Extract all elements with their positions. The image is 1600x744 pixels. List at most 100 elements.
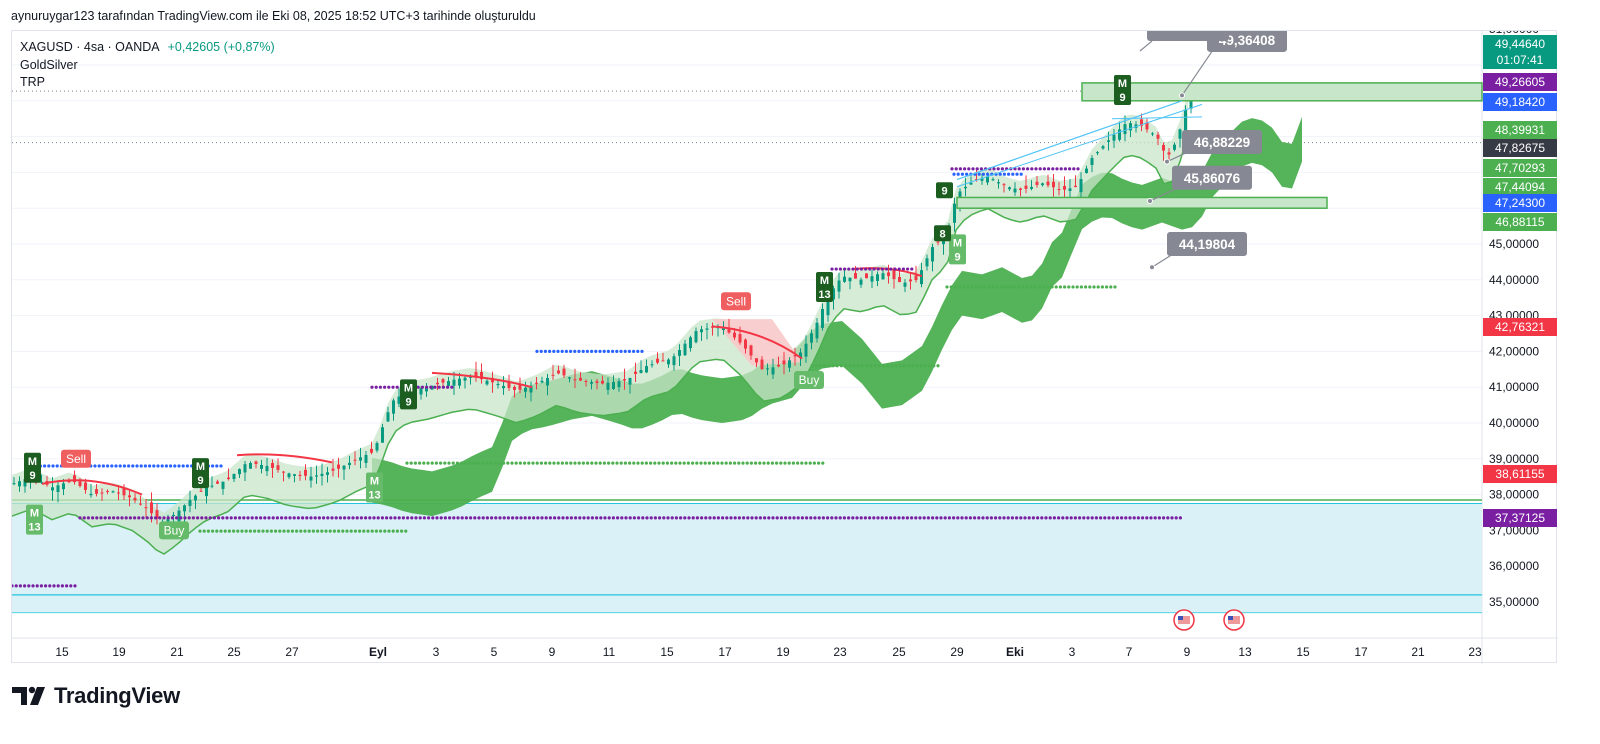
level-dot [880, 516, 884, 520]
chart-frame[interactable]: Sell Buy Sell Buy M 9 M 13 M 9 M 13 M 9 M 13 M 9 9 8 M 9 49,36… [11, 30, 1558, 664]
price-scale-badge[interactable] [1483, 93, 1557, 111]
price-callout[interactable]: 45,86076 [1147, 165, 1253, 205]
candle-body [188, 500, 192, 506]
tradingview-logo[interactable]: TradingView [12, 683, 180, 709]
level-dot [439, 461, 443, 465]
marker-badge[interactable] [949, 234, 966, 265]
signal-badge[interactable] [61, 449, 91, 468]
us-event-icon[interactable] [1173, 609, 1195, 631]
signal-badge[interactable] [159, 521, 189, 540]
price-callout[interactable]: 46,88229 [1164, 129, 1263, 165]
sell-signal[interactable]: Sell [721, 292, 751, 311]
buy-signal[interactable]: Buy [159, 521, 189, 540]
level-dot [704, 516, 708, 520]
marker-badge[interactable] [366, 472, 383, 503]
level-dot [758, 516, 763, 520]
buy-signal[interactable]: Buy [794, 371, 824, 390]
candle-body [78, 481, 82, 487]
sell-signal[interactable]: Sell [61, 449, 91, 468]
price-scale-badge[interactable] [1483, 178, 1557, 196]
marker-badge[interactable] [816, 271, 833, 302]
sequence-marker[interactable]: 9 [936, 182, 953, 199]
candle-body [458, 378, 461, 386]
marker-badge[interactable] [934, 225, 951, 242]
price-scale-label[interactable]: 47,70293 [1483, 159, 1557, 177]
callout-box[interactable] [1172, 165, 1252, 190]
price-scale-badge[interactable] [1483, 159, 1557, 177]
price-scale-badge[interactable] [1483, 35, 1557, 69]
marker-badge[interactable] [1114, 75, 1131, 106]
marker-badge[interactable] [936, 182, 953, 199]
level-dot [842, 516, 847, 520]
sequence-marker[interactable]: M 13 [366, 472, 383, 503]
marker-badge[interactable] [400, 379, 417, 410]
level-dot [391, 529, 395, 533]
signal-badge[interactable] [794, 371, 824, 390]
price-scale-label[interactable]: 42,76321 [1483, 318, 1557, 336]
level-dot [838, 516, 842, 520]
candle-body [139, 503, 142, 505]
us-event-icon[interactable] [1223, 609, 1245, 631]
price-scale-badge[interactable] [1483, 194, 1557, 212]
price-callout[interactable]: 44,19804 [1149, 232, 1248, 271]
marker-badge[interactable] [192, 458, 209, 489]
price-scale-label[interactable]: 46,88115 [1483, 213, 1557, 231]
price-scale-label[interactable]: 47,82675 [1483, 139, 1557, 157]
callout-box[interactable] [1167, 232, 1247, 256]
level-dot [624, 516, 628, 520]
level-dot [873, 364, 877, 368]
indicator-trp[interactable]: TRP [20, 75, 45, 89]
symbol-label[interactable]: XAGUSD · 4sa · OANDA [20, 40, 160, 54]
marker-badge[interactable] [24, 452, 41, 483]
level-dot [901, 516, 905, 520]
price-scale-badge[interactable] [1483, 73, 1557, 91]
price-scale-label[interactable]: 47,44094 [1483, 178, 1557, 196]
price-scale-label[interactable]: 48,39931 [1483, 121, 1557, 139]
level-dot [1006, 516, 1010, 520]
sequence-marker[interactable]: M 13 [816, 271, 833, 302]
level-dot [429, 385, 433, 389]
price-scale-badge[interactable] [1483, 213, 1557, 231]
price-scale-badge[interactable] [1483, 121, 1557, 139]
price-scale-badge[interactable] [1483, 318, 1557, 336]
level-dot [1015, 172, 1019, 176]
sequence-marker[interactable]: M9 [400, 379, 417, 410]
sequence-marker[interactable]: M9 [1114, 75, 1131, 106]
sequence-marker[interactable]: M9 [24, 452, 41, 483]
level-dot [1067, 285, 1071, 289]
level-dot [169, 464, 173, 468]
price-scale-label[interactable]: 38,61155 [1483, 465, 1557, 483]
sequence-marker[interactable]: M9 [949, 234, 966, 265]
candle-body [342, 465, 346, 470]
candle-body [969, 182, 973, 185]
level-dot [956, 516, 960, 520]
price-scale-badge[interactable] [1483, 465, 1557, 483]
candle-body [683, 343, 687, 356]
sequence-marker[interactable]: M 13 [26, 504, 43, 535]
sequence-marker[interactable]: 8 [934, 225, 951, 242]
candle-body [287, 473, 291, 478]
indicator-goldsilver[interactable]: GoldSilver [20, 57, 78, 72]
level-dot [954, 167, 958, 171]
price-scale-badge[interactable] [1483, 509, 1557, 527]
price-scale-label[interactable]: 37,37125 [1483, 509, 1557, 527]
level-dot [162, 516, 166, 520]
price-callout-partial[interactable] [1147, 31, 1229, 41]
level-dot [809, 516, 813, 520]
level-dot [565, 461, 569, 465]
level-dot [792, 516, 796, 520]
sequence-marker[interactable]: M9 [192, 458, 209, 489]
price-scale-label[interactable]: 49,18420 [1483, 93, 1557, 111]
marker-text: 13 [818, 289, 830, 301]
candle-body [502, 385, 505, 389]
price-scale-label[interactable]: 49,44640 01:07:41 [1483, 35, 1557, 69]
level-dot [557, 516, 561, 520]
callout-box[interactable] [1182, 129, 1262, 154]
price-scale-label[interactable]: 49,26605 [1483, 73, 1557, 91]
marker-badge[interactable] [26, 504, 43, 535]
level-dot [1072, 167, 1076, 171]
signal-badge[interactable] [721, 292, 751, 311]
price-scale-label[interactable]: 47,24300 [1483, 194, 1557, 212]
price-scale-badge[interactable] [1483, 139, 1557, 157]
